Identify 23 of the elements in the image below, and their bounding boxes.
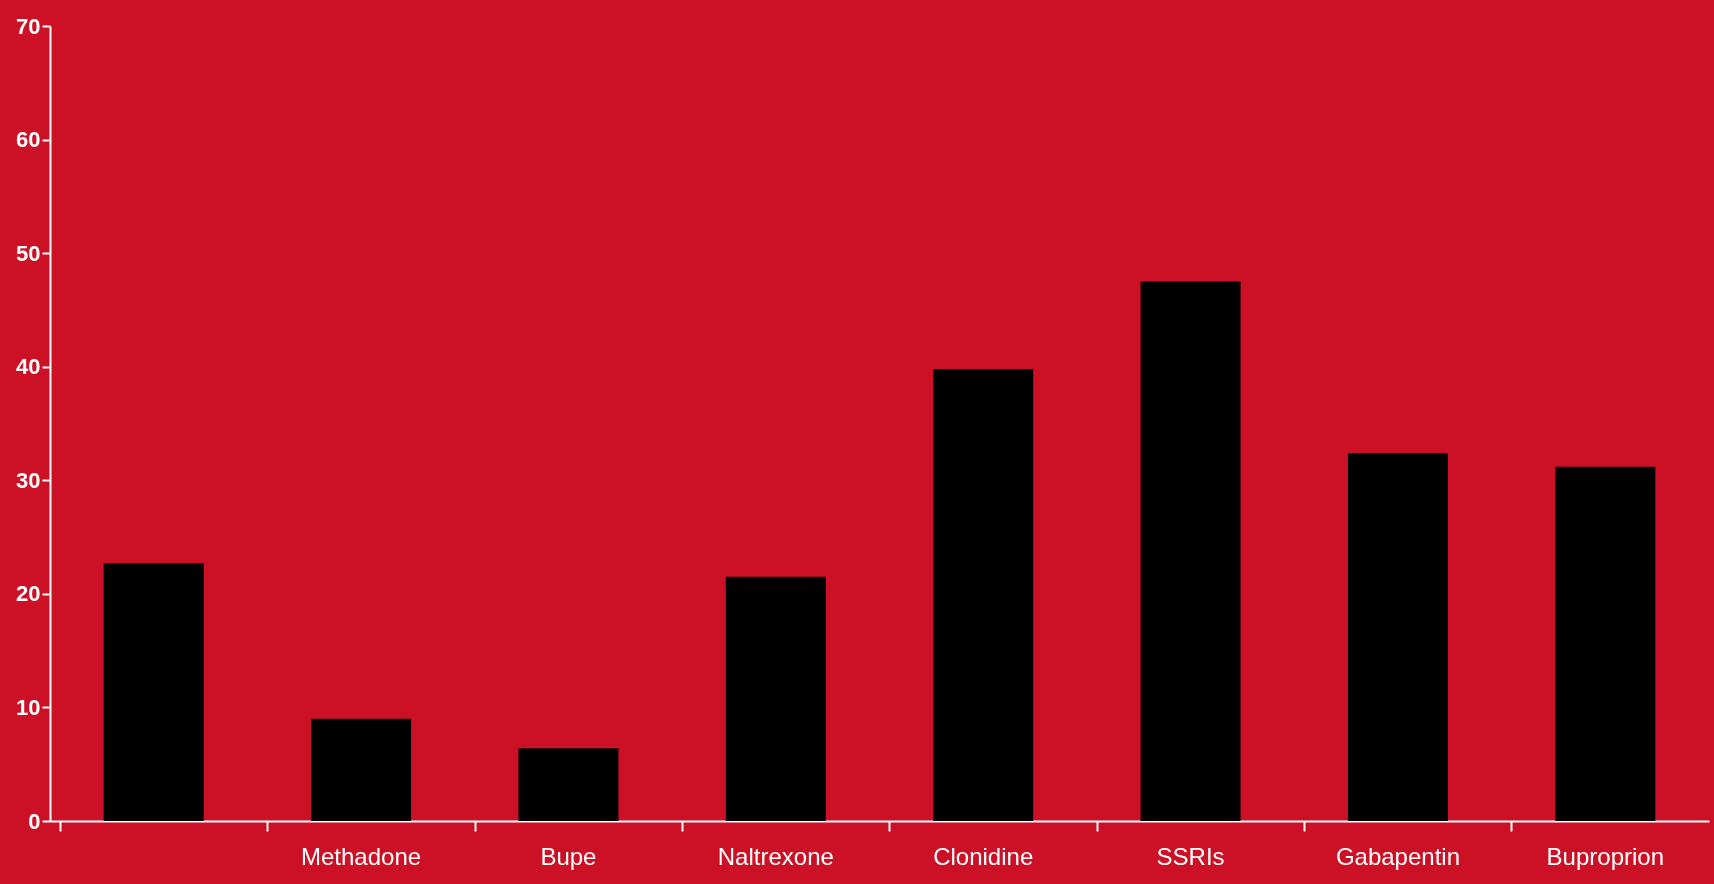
bar	[1347, 453, 1448, 821]
bar	[103, 563, 204, 821]
bar	[1555, 466, 1656, 821]
x-tick-label: SSRIs	[1156, 842, 1225, 870]
x-tick-label: Gabapentin	[1335, 842, 1460, 870]
y-tick-label: 50	[16, 240, 41, 266]
bar	[1140, 281, 1241, 821]
bar	[933, 368, 1034, 821]
y-tick-label: 30	[16, 467, 41, 493]
y-tick-label: 60	[16, 127, 41, 153]
x-tick-label: Buproprion	[1546, 842, 1665, 870]
y-tick-label: 70	[16, 13, 41, 39]
x-tick-label: Methadone	[301, 842, 422, 870]
y-tick-label: 0	[28, 808, 41, 834]
bar	[725, 576, 826, 821]
bar	[311, 718, 412, 821]
y-tick-label: 10	[16, 694, 41, 720]
bar	[518, 748, 619, 821]
x-tick-label: Clonidine	[933, 842, 1034, 870]
y-tick-label: 20	[16, 581, 41, 607]
y-tick-label: 40	[16, 354, 41, 380]
x-tick-label: Naltrexone	[717, 842, 834, 870]
x-tick-label: Bupe	[540, 842, 597, 870]
